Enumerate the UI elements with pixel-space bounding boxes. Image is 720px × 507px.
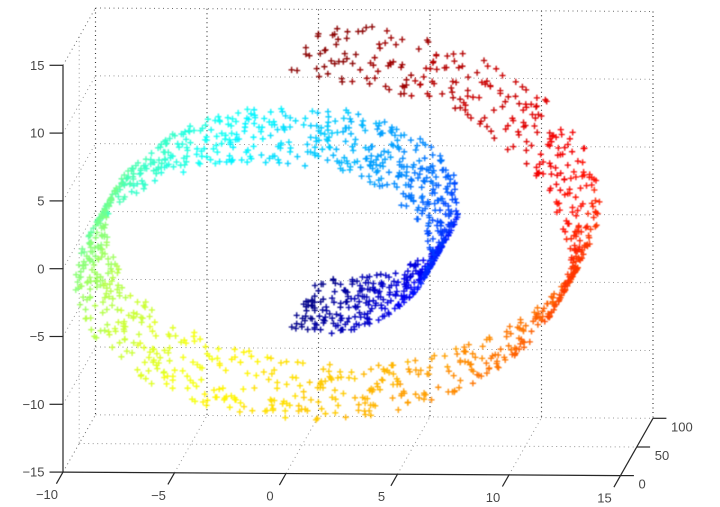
svg-text:−15: −15 — [22, 465, 44, 480]
svg-text:10: 10 — [30, 126, 44, 141]
svg-text:5: 5 — [37, 194, 44, 209]
svg-text:−10: −10 — [22, 397, 44, 412]
svg-text:15: 15 — [30, 58, 44, 73]
svg-text:50: 50 — [655, 448, 669, 463]
svg-text:−5: −5 — [151, 488, 166, 503]
svg-text:0: 0 — [37, 261, 44, 276]
svg-text:−10: −10 — [36, 487, 58, 502]
svg-text:−5: −5 — [30, 329, 45, 344]
svg-text:10: 10 — [486, 490, 500, 505]
svg-text:15: 15 — [597, 491, 611, 506]
svg-text:100: 100 — [671, 419, 693, 434]
svg-text:0: 0 — [266, 489, 273, 504]
svg-text:0: 0 — [639, 477, 646, 492]
svg-text:5: 5 — [378, 489, 385, 504]
